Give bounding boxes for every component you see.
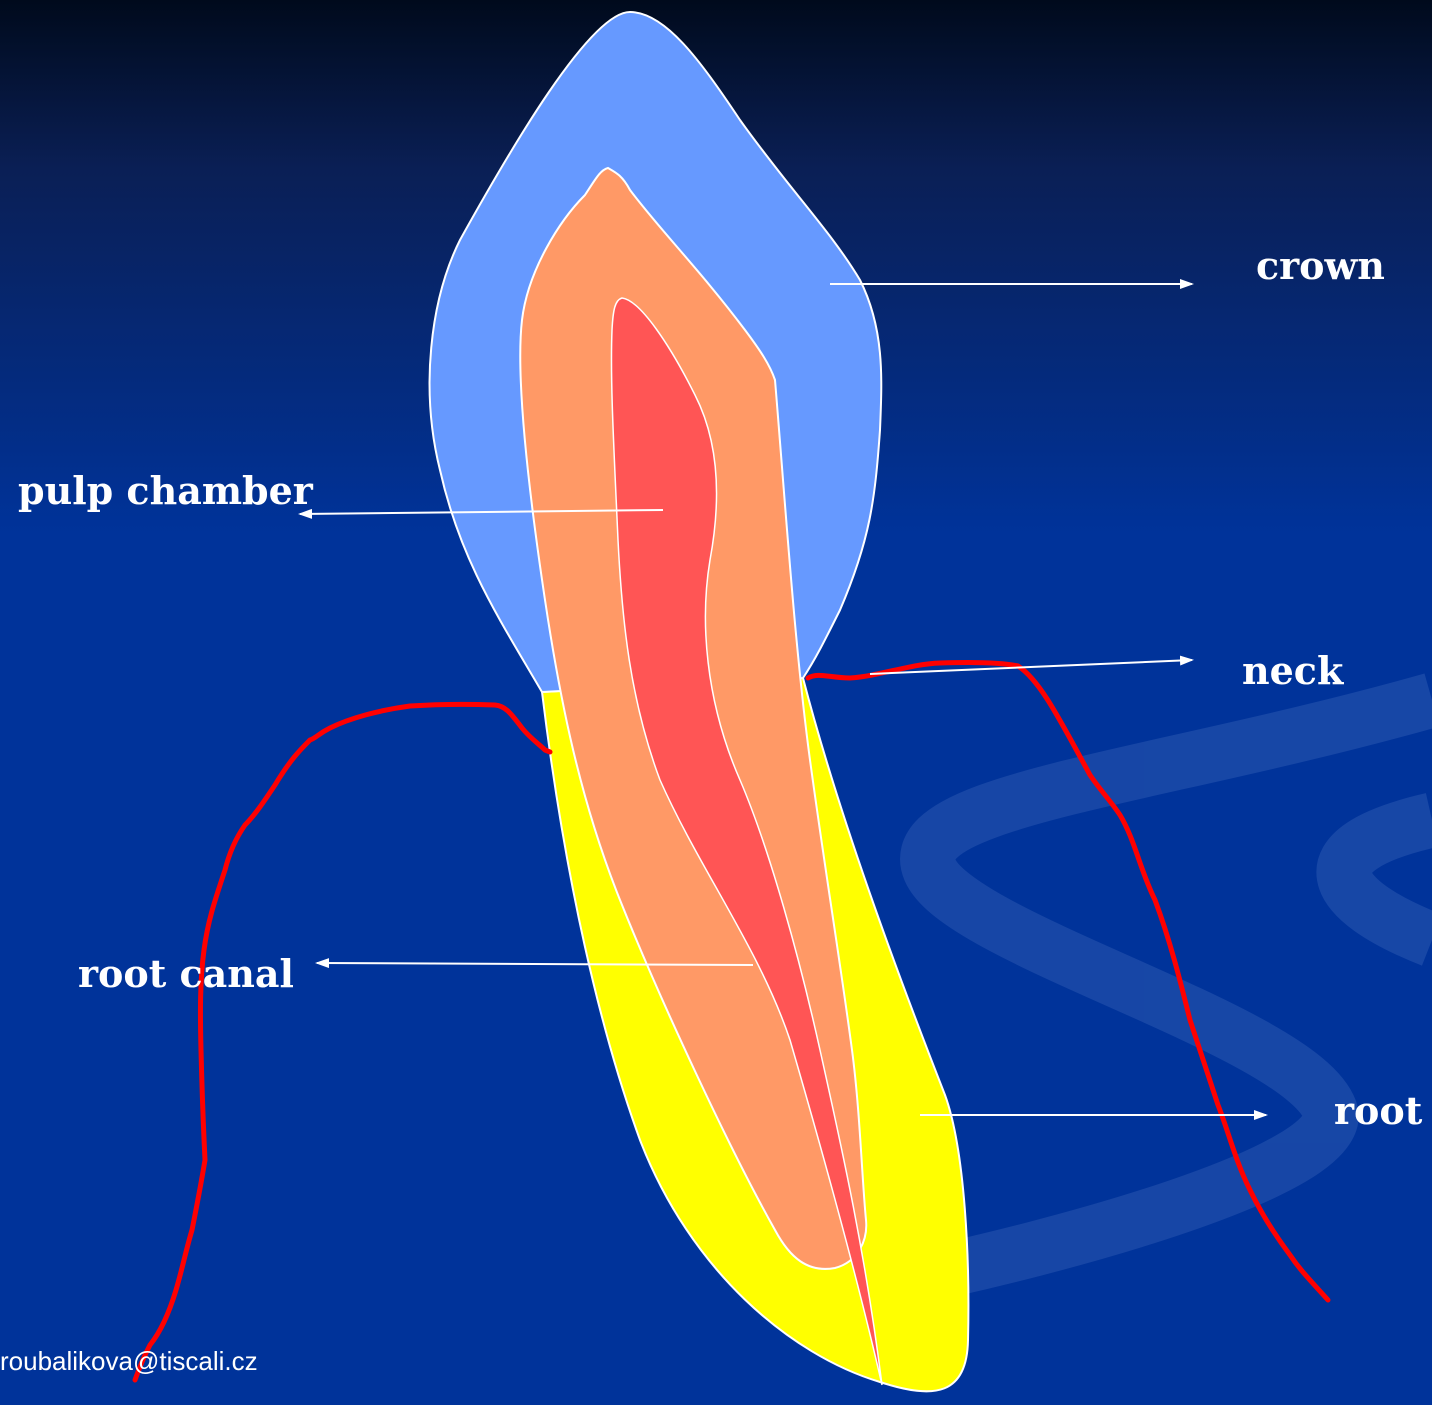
root-canal-pointer-arrow [315,958,754,969]
pulp-shape [610,297,883,1386]
crown-label: crown [1256,243,1385,288]
footer-email: roubalikova@tiscali.cz [0,1346,258,1376]
root-canal-label: root canal [78,951,294,996]
neck-label: neck [1242,648,1344,693]
gum-line-right [805,659,1331,1303]
root-label: root [1334,1088,1423,1133]
pulp-chamber-pointer-arrow [298,508,664,519]
gum-line-left [132,701,553,1383]
background-swoosh [894,673,1432,1307]
pulp-chamber-label: pulp chamber [18,468,313,513]
neck-pointer-arrow [869,655,1194,675]
